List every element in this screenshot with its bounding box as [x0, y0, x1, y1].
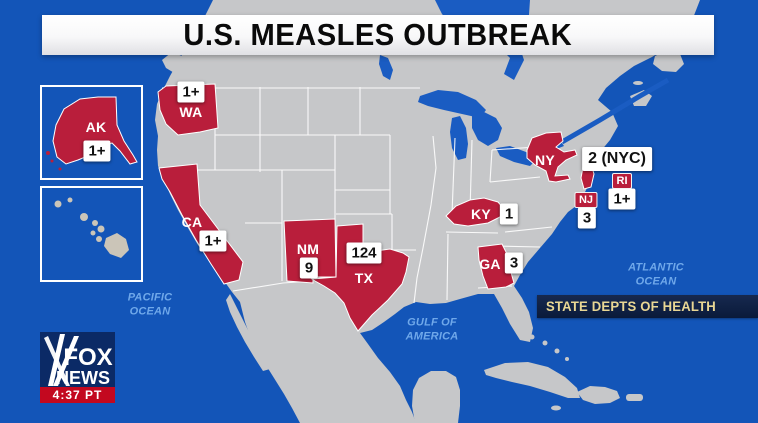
- hispaniola-shape: [577, 386, 620, 404]
- tx-state-label: TX: [354, 270, 374, 286]
- logo-time-text: 4:37 PT: [53, 388, 103, 402]
- hawaii-inset-map: [54, 197, 129, 258]
- st-lawrence-river: [560, 77, 670, 145]
- state-new-york-shape: [526, 131, 578, 183]
- lake-winnipeg: [379, 55, 393, 80]
- nm-state-label: NM: [296, 241, 320, 257]
- bahamas-island: [529, 334, 535, 340]
- ny-state-label: NY: [534, 152, 556, 168]
- logo-news-text: NEWS: [56, 368, 110, 388]
- state-california-shape: [158, 163, 244, 285]
- tx-count-badge: 124: [346, 242, 382, 264]
- ca-count-badge: 1+: [199, 230, 227, 252]
- source-text: STATE DEPTS OF HEALTH: [546, 299, 716, 314]
- cuba-shape: [484, 362, 580, 398]
- headline-banner: U.S. MEASLES OUTBREAK: [42, 15, 714, 55]
- wa-state-label: WA: [179, 104, 203, 120]
- hawaii-inset-box: [40, 186, 143, 282]
- gulf-of-america-label: GULF OF AMERICA: [405, 316, 459, 342]
- lake-erie: [496, 146, 536, 166]
- newfoundland-shape: [653, 50, 684, 72]
- atlantic-ocean-label: ATLANTIC OCEAN: [628, 261, 684, 287]
- lake-huron: [472, 112, 502, 146]
- bahamas-island: [554, 348, 560, 354]
- ak-state-label: AK: [85, 119, 107, 135]
- vancouver-island-shape: [162, 52, 196, 80]
- yucatan-shape: [412, 371, 460, 423]
- state-alaska-shape: [52, 96, 138, 165]
- aleutian-island: [50, 159, 54, 163]
- pei-shape: [633, 81, 643, 85]
- baja-peninsula-shape: [226, 294, 270, 371]
- nm-count-badge: 9: [299, 257, 319, 279]
- bahamas-island: [542, 340, 548, 346]
- alaska-inset-map: [46, 96, 138, 171]
- logo-time-bar: [40, 387, 115, 403]
- wa-count-badge: 1+: [177, 81, 205, 103]
- nyc-count-badge: 2 (NYC): [582, 147, 652, 171]
- logo-fox-text: FOX: [63, 344, 112, 371]
- ri-count-badge: 1+: [608, 188, 636, 210]
- pacific-ocean-label: PACIFIC OCEAN: [127, 291, 173, 317]
- ca-state-label: CA: [181, 214, 203, 230]
- nj-state-chip: NJ: [574, 192, 598, 208]
- lake-superior: [418, 90, 486, 118]
- ri-state-chip: RI: [612, 173, 632, 189]
- ak-count-badge: 1+: [83, 140, 111, 162]
- searchlight-beams-icon: [44, 334, 79, 386]
- ga-count-badge: 3: [504, 252, 524, 274]
- ky-count-badge: 1: [499, 203, 519, 225]
- jamaica-shape: [551, 405, 561, 411]
- nj-count-badge: 3: [577, 207, 597, 229]
- ky-state-label: KY: [470, 206, 492, 222]
- puerto-rico-shape: [626, 394, 643, 401]
- aleutian-island: [46, 151, 50, 155]
- source-banner: STATE DEPTS OF HEALTH: [537, 295, 758, 318]
- hawaiian-islands: [54, 197, 129, 258]
- ga-state-label: GA: [479, 256, 501, 272]
- headline-text: U.S. MEASLES OUTBREAK: [183, 17, 573, 52]
- fox-news-logo: FOX NEWS 4:37 PT: [40, 332, 115, 403]
- alaska-inset-box: [40, 85, 143, 180]
- bahamas-island: [565, 357, 569, 361]
- aleutian-island: [58, 167, 62, 171]
- mainland-shape: [155, 0, 700, 423]
